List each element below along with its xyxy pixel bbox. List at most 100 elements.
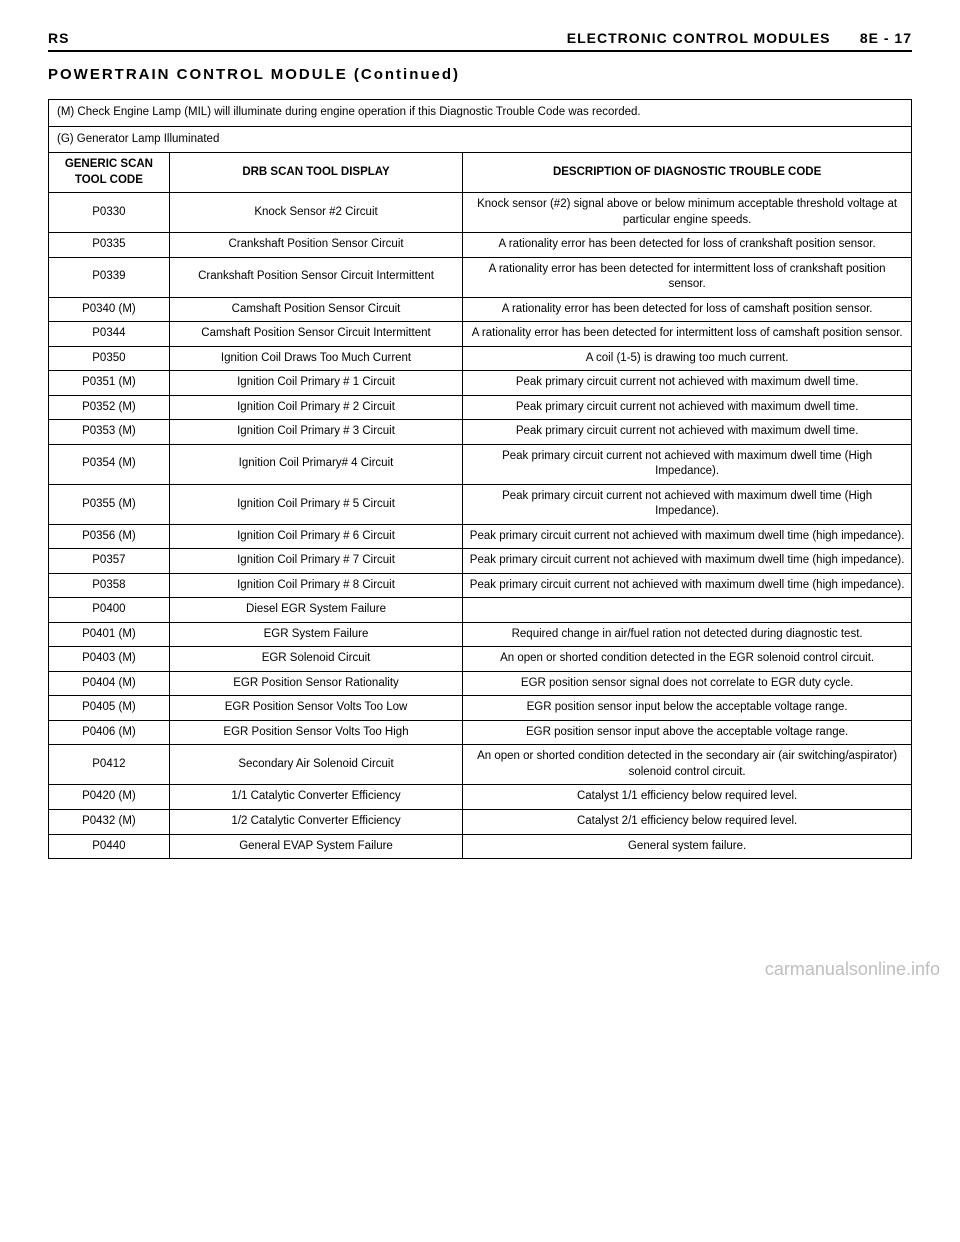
header-right: ELECTRONIC CONTROL MODULES 8E - 17: [567, 30, 912, 46]
header-section: ELECTRONIC CONTROL MODULES: [567, 30, 831, 46]
col-header-display: DRB SCAN TOOL DISPLAY: [169, 153, 462, 193]
cell-display: Secondary Air Solenoid Circuit: [169, 745, 462, 785]
header-page: 8E - 17: [860, 30, 912, 46]
cell-desc: Peak primary circuit current not achieve…: [463, 524, 912, 549]
table-row: P0356 (M)Ignition Coil Primary # 6 Circu…: [49, 524, 912, 549]
cell-desc: Required change in air/fuel ration not d…: [463, 622, 912, 647]
cell-code: P0405 (M): [49, 696, 170, 721]
page-content: RS ELECTRONIC CONTROL MODULES 8E - 17 PO…: [0, 0, 960, 859]
dtc-table-body: (M) Check Engine Lamp (MIL) will illumin…: [49, 100, 912, 859]
cell-desc: General system failure.: [463, 834, 912, 859]
note-g: (G) Generator Lamp Illuminated: [49, 126, 912, 153]
cell-code: P0354 (M): [49, 444, 170, 484]
cell-display: General EVAP System Failure: [169, 834, 462, 859]
table-row: P0406 (M)EGR Position Sensor Volts Too H…: [49, 720, 912, 745]
table-row: P0358Ignition Coil Primary # 8 CircuitPe…: [49, 573, 912, 598]
table-row: P0432 (M)1/2 Catalytic Converter Efficie…: [49, 809, 912, 834]
cell-display: Ignition Coil Primary # 5 Circuit: [169, 484, 462, 524]
table-row: P0340 (M)Camshaft Position Sensor Circui…: [49, 297, 912, 322]
table-row: P0330Knock Sensor #2 CircuitKnock sensor…: [49, 193, 912, 233]
cell-desc: Knock sensor (#2) signal above or below …: [463, 193, 912, 233]
note-row-g: (G) Generator Lamp Illuminated: [49, 126, 912, 153]
cell-display: Ignition Coil Primary # 2 Circuit: [169, 395, 462, 420]
cell-code: P0404 (M): [49, 671, 170, 696]
page-subhead: POWERTRAIN CONTROL MODULE (Continued): [48, 66, 912, 83]
cell-desc: A coil (1-5) is drawing too much current…: [463, 346, 912, 371]
cell-display: Ignition Coil Primary # 3 Circuit: [169, 420, 462, 445]
cell-code: P0400: [49, 598, 170, 623]
table-row: P0354 (M)Ignition Coil Primary# 4 Circui…: [49, 444, 912, 484]
cell-code: P0357: [49, 549, 170, 574]
table-row: P0352 (M)Ignition Coil Primary # 2 Circu…: [49, 395, 912, 420]
cell-desc: An open or shorted condition detected in…: [463, 647, 912, 672]
cell-desc: A rationality error has been detected fo…: [463, 233, 912, 258]
table-row: P0351 (M)Ignition Coil Primary # 1 Circu…: [49, 371, 912, 396]
cell-display: Crankshaft Position Sensor Circuit Inter…: [169, 257, 462, 297]
table-row: P0355 (M)Ignition Coil Primary # 5 Circu…: [49, 484, 912, 524]
cell-display: Ignition Coil Primary # 1 Circuit: [169, 371, 462, 396]
table-row: P0353 (M)Ignition Coil Primary # 3 Circu…: [49, 420, 912, 445]
dtc-table: (M) Check Engine Lamp (MIL) will illumin…: [48, 99, 912, 859]
table-row: P0412Secondary Air Solenoid CircuitAn op…: [49, 745, 912, 785]
cell-code: P0339: [49, 257, 170, 297]
cell-display: EGR System Failure: [169, 622, 462, 647]
cell-code: P0401 (M): [49, 622, 170, 647]
cell-code: P0355 (M): [49, 484, 170, 524]
cell-desc: An open or shorted condition detected in…: [463, 745, 912, 785]
cell-display: EGR Solenoid Circuit: [169, 647, 462, 672]
cell-desc: Peak primary circuit current not achieve…: [463, 573, 912, 598]
table-row: P0440General EVAP System FailureGeneral …: [49, 834, 912, 859]
table-row: P0335Crankshaft Position Sensor CircuitA…: [49, 233, 912, 258]
cell-code: P0412: [49, 745, 170, 785]
table-row: P0420 (M)1/1 Catalytic Converter Efficie…: [49, 785, 912, 810]
cell-display: Ignition Coil Primary# 4 Circuit: [169, 444, 462, 484]
cell-code: P0340 (M): [49, 297, 170, 322]
cell-code: P0351 (M): [49, 371, 170, 396]
table-row: P0350Ignition Coil Draws Too Much Curren…: [49, 346, 912, 371]
cell-display: Knock Sensor #2 Circuit: [169, 193, 462, 233]
table-row: P0339Crankshaft Position Sensor Circuit …: [49, 257, 912, 297]
cell-code: P0350: [49, 346, 170, 371]
header-rule: [48, 50, 912, 52]
cell-desc: A rationality error has been detected fo…: [463, 297, 912, 322]
cell-desc: [463, 598, 912, 623]
cell-display: Ignition Coil Primary # 6 Circuit: [169, 524, 462, 549]
header-left: RS: [48, 30, 69, 46]
cell-code: P0406 (M): [49, 720, 170, 745]
cell-desc: Peak primary circuit current not achieve…: [463, 444, 912, 484]
table-row: P0400Diesel EGR System Failure: [49, 598, 912, 623]
cell-code: P0344: [49, 322, 170, 347]
cell-display: Crankshaft Position Sensor Circuit: [169, 233, 462, 258]
cell-desc: Peak primary circuit current not achieve…: [463, 395, 912, 420]
col-header-desc: DESCRIPTION OF DIAGNOSTIC TROUBLE CODE: [463, 153, 912, 193]
cell-display: EGR Position Sensor Volts Too Low: [169, 696, 462, 721]
page-header: RS ELECTRONIC CONTROL MODULES 8E - 17: [48, 30, 912, 46]
cell-desc: EGR position sensor input above the acce…: [463, 720, 912, 745]
table-row: P0401 (M)EGR System FailureRequired chan…: [49, 622, 912, 647]
note-row-m: (M) Check Engine Lamp (MIL) will illumin…: [49, 100, 912, 127]
cell-code: P0335: [49, 233, 170, 258]
table-row: P0404 (M)EGR Position Sensor Rationality…: [49, 671, 912, 696]
cell-code: P0358: [49, 573, 170, 598]
cell-code: P0440: [49, 834, 170, 859]
table-row: P0403 (M)EGR Solenoid CircuitAn open or …: [49, 647, 912, 672]
cell-desc: A rationality error has been detected fo…: [463, 257, 912, 297]
cell-display: EGR Position Sensor Rationality: [169, 671, 462, 696]
footer-watermark: carmanualsonline.info: [0, 859, 960, 1000]
cell-display: 1/1 Catalytic Converter Efficiency: [169, 785, 462, 810]
cell-desc: Peak primary circuit current not achieve…: [463, 549, 912, 574]
cell-desc: Catalyst 1/1 efficiency below required l…: [463, 785, 912, 810]
cell-desc: Peak primary circuit current not achieve…: [463, 484, 912, 524]
cell-code: P0420 (M): [49, 785, 170, 810]
cell-display: Ignition Coil Primary # 8 Circuit: [169, 573, 462, 598]
table-row: P0357Ignition Coil Primary # 7 CircuitPe…: [49, 549, 912, 574]
cell-display: Camshaft Position Sensor Circuit Intermi…: [169, 322, 462, 347]
cell-code: P0403 (M): [49, 647, 170, 672]
cell-desc: Peak primary circuit current not achieve…: [463, 371, 912, 396]
cell-desc: EGR position sensor input below the acce…: [463, 696, 912, 721]
cell-code: P0330: [49, 193, 170, 233]
table-header-row: GENERIC SCAN TOOL CODE DRB SCAN TOOL DIS…: [49, 153, 912, 193]
table-row: P0405 (M)EGR Position Sensor Volts Too L…: [49, 696, 912, 721]
cell-desc: A rationality error has been detected fo…: [463, 322, 912, 347]
cell-code: P0353 (M): [49, 420, 170, 445]
